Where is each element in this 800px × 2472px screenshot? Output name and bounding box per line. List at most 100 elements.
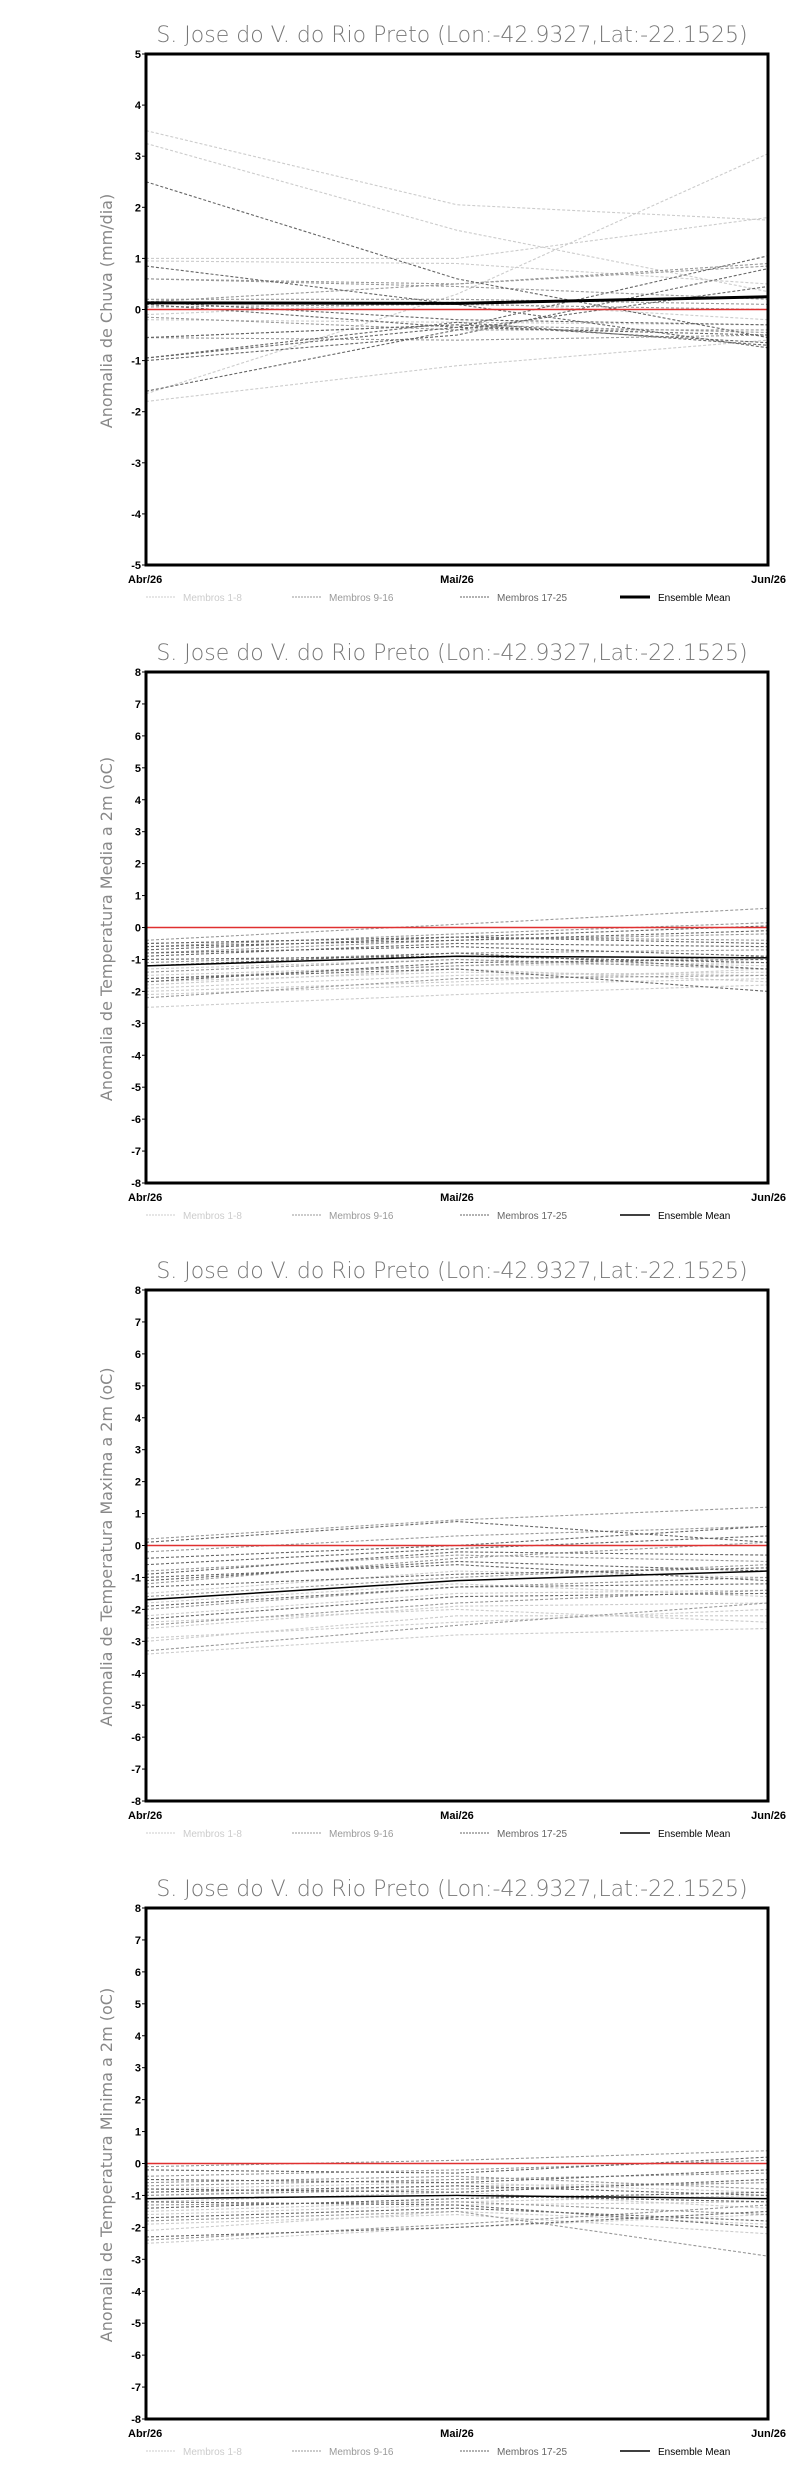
member-line-1-5 — [145, 1583, 769, 1604]
member-line-1-6 — [145, 1608, 769, 1639]
y-tick-label: -5 — [131, 1700, 141, 1712]
y-tick-label: 1 — [135, 891, 141, 903]
member-line-2-3 — [145, 2172, 769, 2187]
member-line-1-7 — [145, 1570, 769, 1594]
ensemble-mean-line — [145, 1570, 769, 1601]
member-line-1-3 — [145, 153, 769, 395]
member-line-3-6 — [145, 301, 769, 326]
y-tick-label: 1 — [135, 1509, 141, 1521]
member-line-3-9 — [145, 321, 769, 359]
chart-title: S. Jose do V. do Rio Preto (Lon:-42.9327… — [156, 1877, 747, 1902]
y-tick-label: 5 — [135, 1999, 141, 2011]
y-tick-label: 0 — [135, 923, 141, 935]
member-line-3-8 — [145, 303, 769, 336]
y-tick-label: -7 — [131, 1764, 141, 1776]
member-line-3-2 — [145, 265, 769, 349]
plot-frame — [144, 1288, 770, 1803]
y-tick-label: 3 — [135, 827, 141, 839]
chart-panel-4: S. Jose do V. do Rio Preto (Lon:-42.9327… — [97, 1877, 786, 2458]
plot-frame — [144, 52, 770, 567]
member-line-3-6 — [145, 1583, 769, 1607]
member-line-3-4 — [145, 1560, 769, 1582]
member-line-3-7 — [145, 1592, 769, 1620]
member-line-1-5 — [145, 260, 769, 285]
member-line-3-1 — [145, 1520, 769, 1543]
member-line-1-1 — [145, 2214, 769, 2244]
x-tick-label: Mai/26 — [440, 1810, 474, 1822]
y-tick-label: 6 — [135, 1967, 141, 1979]
member-line-3-3 — [145, 1551, 769, 1575]
y-tick-label: 8 — [135, 1285, 141, 1297]
y-tick-label: -1 — [131, 1572, 141, 1584]
y-tick-label: 2 — [135, 2095, 141, 2107]
member-line-2-7 — [145, 1554, 769, 1572]
member-line-3-9 — [145, 952, 769, 970]
y-tick-label: 8 — [135, 1903, 141, 1915]
member-line-1-6 — [145, 968, 769, 992]
member-line-1-8 — [145, 339, 769, 403]
y-tick-label: 1 — [135, 253, 141, 265]
chart-panel-1: S. Jose do V. do Rio Preto (Lon:-42.9327… — [97, 23, 786, 604]
y-tick-label: -5 — [131, 560, 141, 572]
ensemble-mean-line — [145, 295, 769, 305]
ensemble-mean-line — [145, 2194, 769, 2200]
legend-label: Membros 17-25 — [497, 593, 567, 604]
member-line-1-2 — [145, 2214, 769, 2235]
y-tick-label: 7 — [135, 1317, 141, 1329]
member-line-2-8 — [145, 974, 769, 999]
member-line-3-7 — [145, 958, 769, 983]
member-line-3-5 — [145, 2191, 769, 2209]
y-tick-label: -3 — [131, 1018, 141, 1030]
legend-label: Membros 1-8 — [183, 2447, 242, 2458]
member-line-2-8 — [145, 1602, 769, 1652]
member-line-1-4 — [146, 216, 769, 259]
x-tick-label: Jun/26 — [751, 1192, 786, 1204]
y-tick-label: -1 — [131, 2190, 141, 2202]
y-tick-label: -1 — [131, 954, 141, 966]
member-line-1-2 — [145, 142, 769, 293]
legend-label: Membros 1-8 — [183, 593, 242, 604]
legend-label-mean: Ensemble Mean — [658, 2447, 730, 2458]
y-tick-label: -2 — [131, 986, 141, 998]
y-tick-label: 5 — [135, 1381, 141, 1393]
legend-label-mean: Ensemble Mean — [658, 1211, 730, 1222]
y-axis-label: Anomalia de Temperatura Media a 2m (oC) — [97, 757, 116, 1101]
member-line-2-3 — [145, 1541, 769, 1585]
y-tick-label: -2 — [131, 1604, 141, 1616]
plot-frame — [144, 670, 770, 1185]
y-tick-label: 5 — [135, 49, 141, 61]
member-line-3-9 — [145, 1564, 769, 1582]
member-line-1-1 — [145, 984, 769, 1008]
y-tick-label: -4 — [131, 1050, 142, 1062]
y-tick-label: 3 — [135, 2063, 141, 2075]
member-line-1-1 — [145, 1627, 769, 1655]
y-tick-label: 1 — [135, 2127, 141, 2139]
member-line-1-7 — [145, 319, 769, 326]
member-line-2-2 — [145, 1525, 769, 1553]
chart-title: S. Jose do V. do Rio Preto (Lon:-42.9327… — [156, 641, 747, 666]
chart-panel-2: S. Jose do V. do Rio Preto (Lon:-42.9327… — [97, 641, 786, 1222]
member-line-2-5 — [145, 2201, 769, 2216]
member-line-3-9 — [145, 2201, 769, 2228]
y-tick-label: 6 — [135, 731, 141, 743]
y-tick-label: 0 — [135, 305, 141, 317]
y-tick-label: -1 — [131, 356, 141, 368]
y-tick-label: 2 — [135, 859, 141, 871]
y-axis-label: Anomalia de Chuva (mm/dia) — [97, 194, 116, 428]
y-tick-label: 2 — [135, 202, 141, 214]
member-line-3-8 — [145, 946, 769, 957]
y-tick-label: -7 — [131, 1146, 141, 1158]
x-tick-label: Mai/26 — [440, 2428, 474, 2440]
x-tick-label: Abr/26 — [128, 2428, 162, 2440]
y-tick-label: -3 — [131, 1636, 141, 1648]
member-line-3-7 — [145, 2210, 769, 2238]
y-tick-label: -6 — [131, 1114, 141, 1126]
y-tick-label: 3 — [135, 151, 141, 163]
member-line-2-3 — [145, 324, 769, 339]
member-line-1-3 — [145, 971, 769, 989]
legend-label: Membros 1-8 — [183, 1829, 242, 1840]
member-line-1-6 — [145, 301, 769, 321]
y-tick-label: -4 — [131, 2286, 142, 2298]
member-line-2-1 — [145, 1506, 769, 1540]
